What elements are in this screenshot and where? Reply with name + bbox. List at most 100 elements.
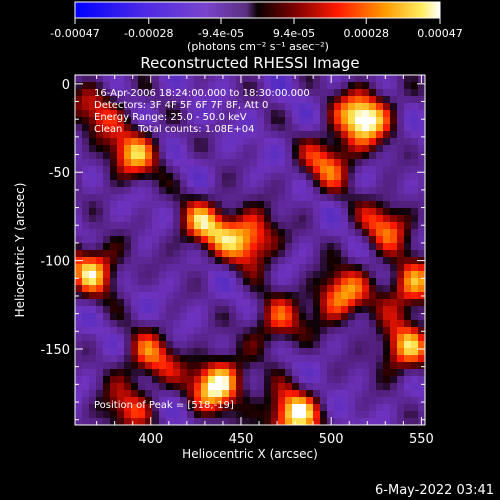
heatmap-cell xyxy=(236,411,244,419)
heatmap-cell xyxy=(124,159,132,167)
heatmap-cell xyxy=(201,103,209,111)
heatmap-cell xyxy=(292,278,300,286)
heatmap-cell xyxy=(166,110,174,118)
heatmap-cell xyxy=(236,271,244,279)
heatmap-cell xyxy=(201,180,209,188)
heatmap-cell xyxy=(201,376,209,384)
heatmap-cell xyxy=(292,292,300,300)
heatmap-cell xyxy=(222,103,230,111)
heatmap-cell xyxy=(229,355,237,363)
heatmap-cell xyxy=(257,75,265,83)
heatmap-cell xyxy=(89,285,97,293)
heatmap-cell xyxy=(166,187,174,195)
heatmap-cell xyxy=(250,313,258,321)
heatmap-cell xyxy=(75,229,83,237)
heatmap-cell xyxy=(383,257,391,265)
heatmap-cell xyxy=(299,124,307,132)
heatmap-cell xyxy=(292,82,300,90)
heatmap-cell xyxy=(271,376,279,384)
heatmap-cell xyxy=(166,131,174,139)
heatmap-cell xyxy=(320,131,328,139)
heatmap-cell xyxy=(383,180,391,188)
heatmap-cell xyxy=(334,369,342,377)
heatmap-cell xyxy=(173,145,181,153)
heatmap-cell xyxy=(257,404,265,412)
heatmap-cell xyxy=(166,75,174,83)
heatmap-cell xyxy=(187,376,195,384)
heatmap-cell xyxy=(327,110,335,118)
heatmap-cell xyxy=(222,82,230,90)
heatmap-cell xyxy=(278,117,286,125)
heatmap-cell xyxy=(173,257,181,265)
heatmap-cell xyxy=(390,278,398,286)
heatmap-cell xyxy=(159,243,167,251)
heatmap-cell xyxy=(264,131,272,139)
heatmap-cell xyxy=(271,187,279,195)
heatmap-cell xyxy=(82,166,90,174)
heatmap-cell xyxy=(334,257,342,265)
heatmap-cell xyxy=(229,327,237,335)
heatmap-cell xyxy=(222,89,230,97)
heatmap-cell xyxy=(355,383,363,391)
heatmap-cell xyxy=(222,285,230,293)
heatmap-cell xyxy=(110,82,118,90)
heatmap-cell xyxy=(411,194,419,202)
heatmap-cell xyxy=(222,397,230,405)
heatmap-cell xyxy=(404,215,412,223)
heatmap-cell xyxy=(299,236,307,244)
heatmap-cell xyxy=(292,215,300,223)
heatmap-cell xyxy=(376,82,384,90)
heatmap-cell xyxy=(110,292,118,300)
heatmap-cell xyxy=(306,264,314,272)
heatmap-cell xyxy=(229,117,237,125)
heatmap-cell xyxy=(341,271,349,279)
heatmap-cell xyxy=(131,96,139,104)
heatmap-cell xyxy=(362,215,370,223)
heatmap-cell xyxy=(257,187,265,195)
heatmap-cell xyxy=(159,418,167,425)
heatmap-cell xyxy=(236,285,244,293)
heatmap-cell xyxy=(180,292,188,300)
heatmap-cell xyxy=(201,201,209,209)
heatmap-cell xyxy=(194,96,202,104)
heatmap-cell xyxy=(103,411,111,419)
heatmap-cell xyxy=(271,369,279,377)
heatmap-cell xyxy=(299,376,307,384)
heatmap-cell xyxy=(355,201,363,209)
heatmap-cell xyxy=(159,411,167,419)
heatmap-cell xyxy=(299,390,307,398)
heatmap-cell xyxy=(152,257,160,265)
heatmap-cell xyxy=(334,348,342,356)
heatmap-cell xyxy=(110,110,118,118)
heatmap-cell xyxy=(96,222,104,230)
heatmap-cell xyxy=(173,159,181,167)
heatmap-cell xyxy=(306,390,314,398)
heatmap-cell xyxy=(222,320,230,328)
heatmap-cell xyxy=(250,96,258,104)
heatmap-cell xyxy=(103,264,111,272)
heatmap-cell xyxy=(110,103,118,111)
heatmap-cell xyxy=(362,257,370,265)
heatmap-cell xyxy=(250,159,258,167)
heatmap-cell xyxy=(306,75,314,83)
heatmap-cell xyxy=(131,138,139,146)
heatmap-cell xyxy=(215,390,223,398)
heatmap-cell xyxy=(348,208,356,216)
heatmap-cell xyxy=(292,306,300,314)
heatmap-cell xyxy=(271,96,279,104)
heatmap-cell xyxy=(103,96,111,104)
heatmap-cell xyxy=(194,334,202,342)
heatmap-cell xyxy=(278,292,286,300)
heatmap-cell xyxy=(285,278,293,286)
heatmap-cell xyxy=(145,208,153,216)
heatmap-cell xyxy=(341,208,349,216)
heatmap-cell xyxy=(418,103,425,111)
heatmap-cell xyxy=(264,96,272,104)
heatmap-cell xyxy=(89,390,97,398)
heatmap-cell xyxy=(138,348,146,356)
heatmap-cell xyxy=(166,418,174,425)
heatmap-cell xyxy=(138,418,146,425)
heatmap-cell xyxy=(180,320,188,328)
heatmap-cell xyxy=(159,271,167,279)
